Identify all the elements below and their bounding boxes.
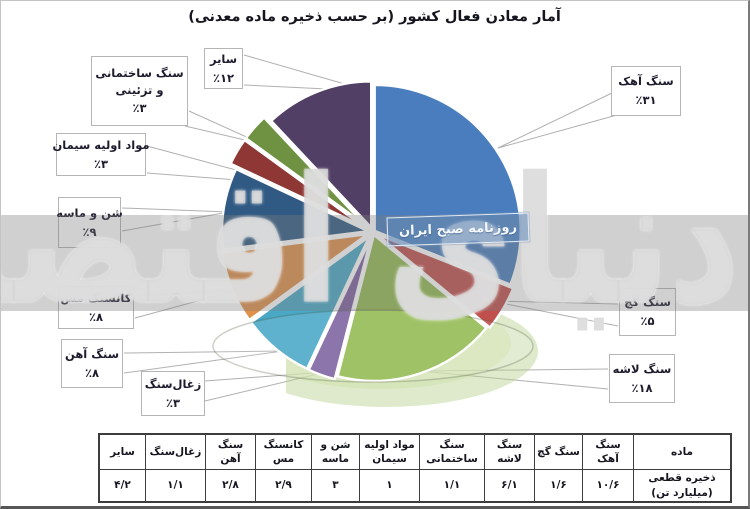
table-value-cell: ۲/۸ <box>205 469 256 503</box>
leader-line-4 <box>123 350 284 374</box>
table-value-cell: ۳ <box>311 469 360 503</box>
leader-line-5 <box>134 289 239 297</box>
reserves-table: ماده سنگ آهک سنگ گچ سنگ لاشه سنگ ساختمانی موا… <box>98 433 732 503</box>
table-header-cell: سنگ گچ <box>534 433 583 470</box>
chart-title: آمار معادن فعال کشور (بر حسب ذخیره ماده … <box>188 9 561 25</box>
callout-rubble-stone: سنگ لاشه ٪۱۸ <box>609 354 675 403</box>
leader-line-1 <box>490 300 619 327</box>
table-header-cell: سنگ ساختمانی <box>419 433 485 470</box>
table-value-cell: ۲/۹ <box>255 469 312 503</box>
table-header-cell: سنگ لاشه <box>484 433 535 470</box>
pie-slice-6 <box>220 167 370 251</box>
pie-slice-2 <box>336 233 488 383</box>
table-header-cell: سایر <box>98 433 146 470</box>
pie-slice-4 <box>249 235 371 370</box>
callout-coal: زغال‌سنگ ٪۳ <box>141 371 205 416</box>
table-header-material: ماده <box>633 433 732 470</box>
leader-line-6 <box>121 211 230 232</box>
pie-slice-7 <box>229 138 364 228</box>
table-value-cell: ۶/۱ <box>484 469 535 503</box>
callout-sand-gravel: شن و ماسه ٪۹ <box>56 197 123 248</box>
callout-gypsum: سنگ گچ ٪۵ <box>619 288 676 336</box>
pie-slice-5 <box>221 233 369 322</box>
reserves-table-wrap: ماده سنگ آهک سنگ گچ سنگ لاشه سنگ ساختمانی موا… <box>98 433 732 503</box>
pie-contour-arc <box>212 309 534 383</box>
table-value-cell: ۱۰/۶ <box>582 469 634 503</box>
table-header-cell: سنگ آهک <box>582 433 634 470</box>
table-header-cell: مواد اولیه سیمان <box>359 433 420 470</box>
pie-slice-1 <box>376 233 515 329</box>
table-value-cell: ۱/۶ <box>534 469 583 503</box>
callout-copper-ore: کانسنگ مس ٪۸ <box>58 286 134 329</box>
leader-line-4 <box>123 350 284 354</box>
leader-line-0 <box>497 114 618 149</box>
callout-limestone: سنگ آهک ٪۳۱ <box>611 66 681 116</box>
table-row-header: ذخیره قطعی (میلیارد تن) <box>633 469 732 503</box>
leader-line-1 <box>490 300 619 305</box>
pie-slice-8 <box>244 116 366 226</box>
table-header-cell: شن و ماسه <box>311 433 360 470</box>
callout-cement-raw: مواد اولیه سیمان ٪۳ <box>52 133 150 176</box>
callout-iron-ore: سنگ آهن ٪۸ <box>61 339 123 388</box>
pie-slice-9 <box>270 80 373 229</box>
leader-line-6 <box>121 207 230 213</box>
table-header-cell: کانسنگ مس <box>255 433 312 470</box>
leader-line-0 <box>497 92 613 149</box>
table-value-cell: ۴/۲ <box>98 469 146 503</box>
table-value-cell: ۱/۱ <box>419 469 485 503</box>
pie-slice-3 <box>307 236 373 381</box>
callout-building-stone: سنگ ساختمانی و تزئینی ٪۳ <box>91 56 188 126</box>
table-header-cell: سنگ آهن <box>205 433 256 470</box>
table-value-cell: ۱/۱ <box>145 469 206 503</box>
leader-line-5 <box>134 289 239 319</box>
callout-other: سایر ٪۱۲ <box>204 48 243 89</box>
table-value-cell: ۱ <box>359 469 420 503</box>
table-header-cell: زغال‌سنگ <box>145 433 206 470</box>
